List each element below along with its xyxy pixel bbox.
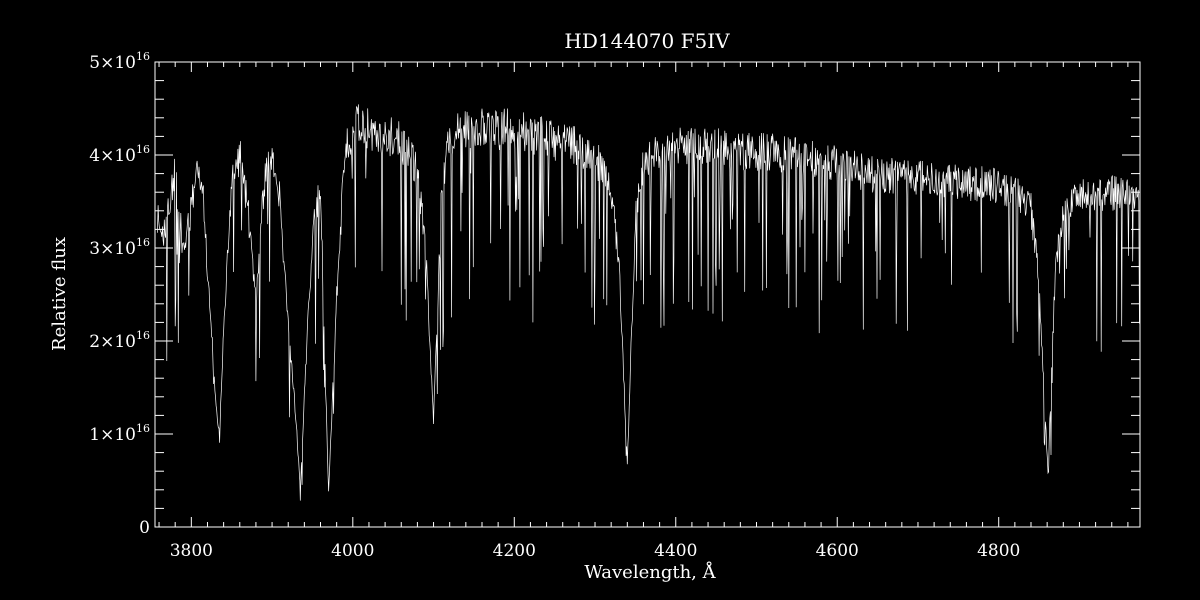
y-tick-label: 5×1016 [89, 50, 150, 73]
x-tick-label: 4000 [331, 541, 374, 561]
y-tick-label: 3×1016 [89, 236, 150, 259]
x-tick-label: 3800 [170, 541, 213, 561]
y-tick-label: 2×1016 [89, 329, 150, 352]
y-tick-label: 1×1016 [89, 422, 150, 445]
plot-area [157, 104, 1140, 501]
y-tick-label: 0 [139, 518, 150, 538]
chart-title: HD144070 F5IV [564, 29, 730, 53]
x-tick-label: 4400 [654, 541, 697, 561]
x-axis-tick-labels: 3800 4000 4200 4400 4600 4800 [170, 541, 1021, 561]
plot-frame [154, 61, 1141, 528]
x-tick-label: 4200 [493, 541, 536, 561]
y-axis-tick-labels: 0 1×1016 2×1016 3×1016 4×1016 5×1016 [89, 50, 150, 538]
x-tick-label: 4600 [816, 541, 859, 561]
x-axis-label: Wavelength, Å [584, 561, 716, 583]
y-tick-label: 4×1016 [89, 143, 150, 166]
x-tick-label: 4800 [977, 541, 1020, 561]
y-axis-label: Relative flux [49, 237, 70, 351]
axis-ticks [155, 61, 1140, 528]
spectrum-line [157, 104, 1140, 501]
